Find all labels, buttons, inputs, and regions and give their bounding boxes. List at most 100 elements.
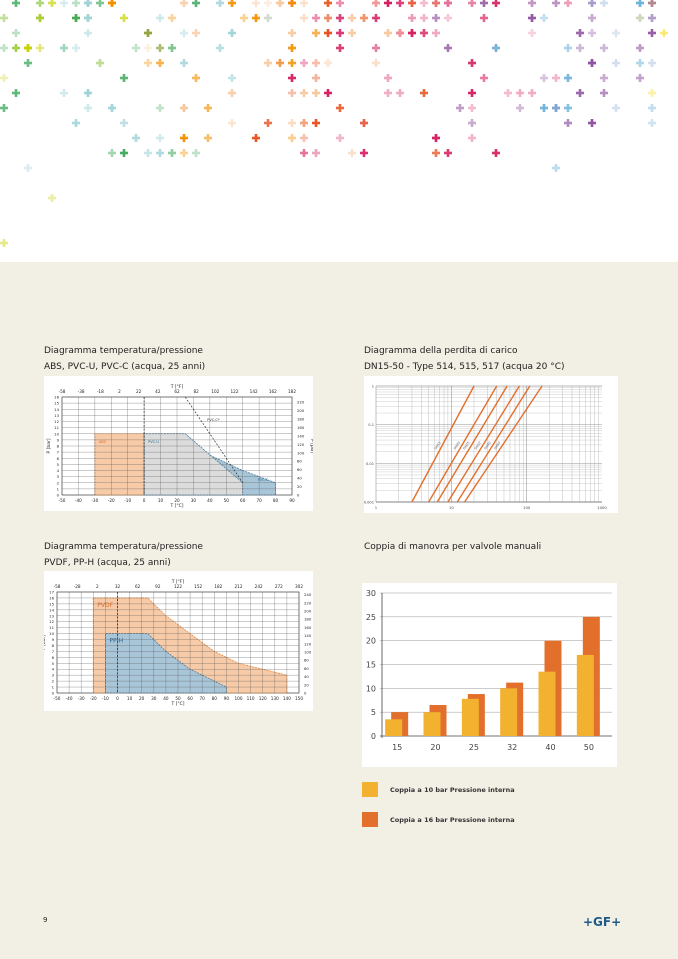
bar-10bar: [500, 688, 518, 736]
cross-icon: [168, 44, 176, 52]
y2-tick-label: 180: [304, 617, 312, 622]
x2-tick-label: 22: [136, 389, 142, 394]
cross-icon: [120, 74, 128, 82]
series-label: PVC-U: [148, 440, 159, 444]
y2-tick-label: 60: [304, 666, 309, 671]
cross-bar: [482, 74, 486, 82]
x-tick-label: 40: [207, 498, 213, 503]
cross-icon: [408, 0, 416, 7]
legend-label: Coppia a 10 bar Pressione interna: [390, 785, 515, 794]
cross-icon: [540, 104, 548, 112]
cross-bar: [398, 0, 402, 7]
x-tick-label: -40: [75, 498, 82, 503]
y2-tick-label: 40: [304, 674, 309, 679]
cross-bar: [218, 44, 222, 52]
cross-bar: [554, 74, 558, 82]
x-tick-label: -30: [91, 498, 98, 503]
chart2-title: Diagramma della perdita di carico: [364, 346, 518, 356]
cross-bar: [324, 61, 332, 65]
cross-bar: [362, 14, 366, 22]
cross-icon: [492, 0, 500, 7]
cross-bar: [600, 46, 608, 50]
cross-icon: [528, 89, 536, 97]
cross-icon: [636, 59, 644, 67]
cross-bar: [590, 29, 594, 37]
cross-icon: [348, 14, 356, 22]
cross-bar: [650, 89, 654, 97]
cross-icon: [240, 14, 248, 22]
y-tick-label: 12: [49, 619, 54, 624]
cross-bar: [2, 14, 6, 22]
cross-bar: [314, 14, 318, 22]
cross-icon: [588, 59, 596, 67]
cross-icon: [312, 29, 320, 37]
cross-icon: [588, 0, 596, 7]
series-label: DN15: [433, 441, 441, 451]
cross-bar: [110, 149, 114, 157]
cross-icon: [636, 44, 644, 52]
cross-bar: [470, 134, 474, 142]
y-axis-label: P [bar]: [44, 635, 47, 650]
cross-bar: [312, 76, 320, 80]
x2-tick-label: 32: [115, 584, 121, 589]
cross-icon: [108, 0, 116, 7]
cross-icon: [180, 29, 188, 37]
cross-bar: [134, 134, 138, 142]
cross-icon: [264, 14, 272, 22]
bar-10bar: [461, 698, 479, 736]
cross-bar: [650, 14, 654, 22]
x-tick-label: 10: [158, 498, 164, 503]
y2-tick-label: 200: [297, 408, 305, 413]
cross-icon: [420, 29, 428, 37]
cross-bar: [470, 0, 474, 7]
cross-bar: [230, 74, 234, 82]
cross-icon: [156, 14, 164, 22]
cross-icon: [132, 134, 140, 142]
cross-icon: [96, 59, 104, 67]
cross-bar: [24, 166, 32, 170]
cross-icon: [60, 44, 68, 52]
y2-tick-label: 100: [304, 650, 312, 655]
cross-bar: [530, 14, 534, 22]
cross-icon: [396, 0, 404, 7]
y-tick-label: 3: [52, 673, 55, 678]
cross-icon: [156, 149, 164, 157]
cross-bar: [602, 74, 606, 82]
cross-icon: [444, 0, 452, 7]
cross-icon: [288, 0, 296, 7]
cross-bar: [446, 149, 450, 157]
y-tick-label: 4: [52, 667, 55, 672]
cross-bar: [650, 119, 654, 127]
cross-bar: [288, 136, 296, 140]
cross-bar: [48, 196, 56, 200]
cross-icon: [216, 0, 224, 7]
x-tick-label: 30: [191, 498, 197, 503]
x2-tick-label: 2: [118, 389, 121, 394]
cross-bar: [600, 76, 608, 80]
cross-icon: [552, 0, 560, 7]
cross-bar: [576, 46, 584, 50]
cross-icon: [384, 74, 392, 82]
cross-bar: [156, 16, 164, 20]
x-tick-label: 20: [430, 743, 440, 752]
cross-bar: [300, 136, 308, 140]
cross-icon: [288, 119, 296, 127]
y-tick-label: 9: [52, 637, 55, 642]
x2-tick-label: 42: [155, 389, 161, 394]
cross-bar: [108, 151, 116, 155]
cross-icon: [300, 119, 308, 127]
cross-bar: [276, 61, 284, 65]
cross-bar: [302, 119, 306, 127]
cross-bar: [110, 0, 114, 7]
cross-bar: [182, 29, 186, 37]
series-line-dn15: [411, 385, 475, 503]
cross-icon: [96, 59, 104, 67]
cross-icon: [552, 164, 560, 172]
cross-bar: [2, 44, 6, 52]
cross-icon: [432, 29, 440, 37]
cross-bar: [648, 1, 656, 5]
cross-bar: [314, 59, 318, 67]
cross-icon: [228, 89, 236, 97]
cross-icon: [444, 149, 452, 157]
y-tick-label: 0.01: [366, 462, 374, 466]
